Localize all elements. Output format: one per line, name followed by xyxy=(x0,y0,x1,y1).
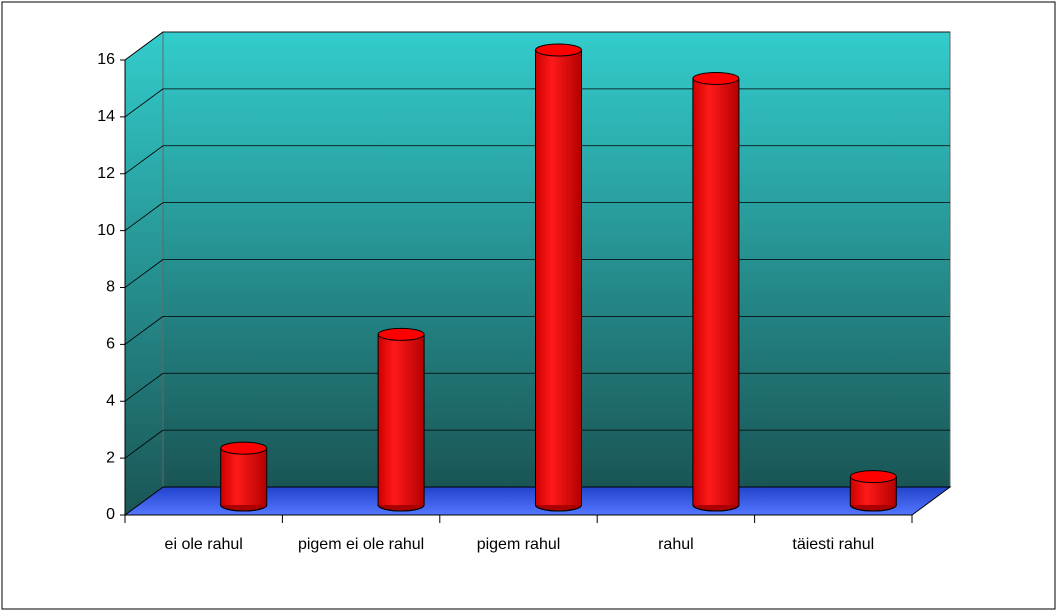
x-tick-label: rahul xyxy=(658,536,694,553)
y-tick-label: 12 xyxy=(97,165,115,182)
side-grid-line xyxy=(124,145,164,175)
y-tick-label: 0 xyxy=(106,506,115,523)
y-tick-label: 16 xyxy=(97,51,115,68)
bar-top xyxy=(535,43,582,57)
side-grid-line xyxy=(124,202,164,231)
bar-bottom-edge xyxy=(220,504,268,512)
bar xyxy=(220,441,268,512)
bar xyxy=(849,470,897,512)
side-grid-line xyxy=(124,88,164,118)
y-tick-label: 4 xyxy=(106,392,115,409)
bar-top xyxy=(377,327,425,341)
side-grid-line xyxy=(124,316,164,345)
bar-body xyxy=(220,448,267,505)
bar-bottom-edge xyxy=(849,504,897,512)
side-grid-line xyxy=(124,31,164,61)
bar-bottom-edge xyxy=(377,504,425,512)
bar-top xyxy=(849,470,897,484)
bar-body xyxy=(535,50,582,505)
side-grid-line xyxy=(124,259,164,288)
bar-bottom-edge xyxy=(535,504,582,512)
side-grid-line xyxy=(124,429,164,459)
y-tick-label: 6 xyxy=(106,336,115,353)
x-tick-label: pigem rahul xyxy=(476,536,561,553)
x-tick-label: pigem ei ole rahul xyxy=(297,536,425,553)
x-tick-label: täiesti rahul xyxy=(792,536,875,553)
y-tick-label: 2 xyxy=(106,449,115,466)
y-tick-label: 10 xyxy=(97,222,115,239)
bar-bottom-edge xyxy=(692,504,740,512)
bar-top xyxy=(220,441,268,455)
bar-top xyxy=(692,71,740,85)
y-tick-label: 14 xyxy=(97,108,115,125)
bar xyxy=(692,71,740,512)
bar xyxy=(535,43,582,512)
side-grid-line xyxy=(124,372,164,402)
bar-body xyxy=(378,334,425,505)
y-tick-label: 8 xyxy=(106,279,115,296)
x-tick-label: ei ole rahul xyxy=(164,536,243,553)
bar-body xyxy=(692,78,739,505)
bar xyxy=(377,327,425,512)
